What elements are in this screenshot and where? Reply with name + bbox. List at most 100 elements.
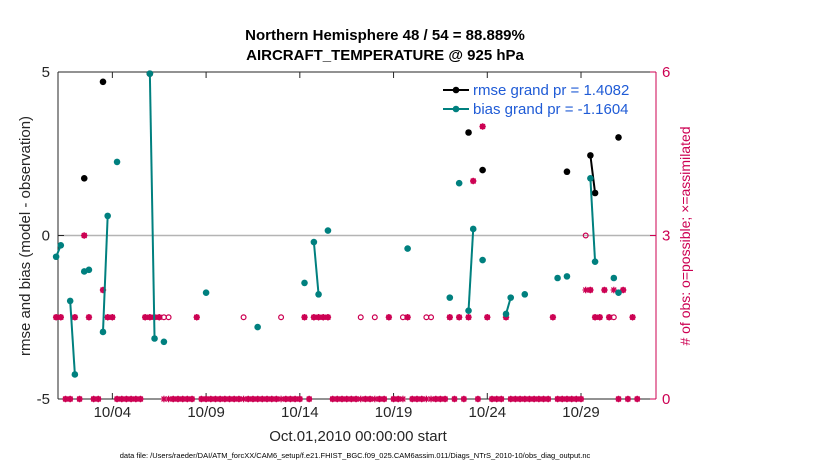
obs-assimilated-marker (291, 395, 299, 403)
rmse-point (465, 129, 472, 136)
rmse-point (479, 166, 486, 174)
obs-assimilated-marker (348, 395, 355, 403)
obs-assimilated-marker (549, 314, 557, 321)
bias-point (57, 242, 65, 249)
obs-assimilated-marker (516, 395, 524, 403)
obs-assimilated-marker (132, 395, 139, 403)
bias-point (587, 174, 594, 182)
legend-bias-label: bias grand pr = -1.1604 (473, 101, 629, 118)
bias-point (591, 258, 599, 265)
bias-point (615, 289, 622, 297)
obs-assimilated-marker (287, 395, 294, 403)
obs-assimilated-marker (465, 314, 472, 321)
bias-line-segment (312, 241, 320, 295)
bias-point (310, 238, 318, 246)
obs-assimilated-marker (174, 395, 182, 403)
bias-line-segment (101, 215, 109, 333)
obs-assimilated-marker (498, 395, 505, 403)
obs-assimilated-marker (493, 395, 500, 403)
bias-point (324, 227, 332, 234)
y2-tick-label: 6 (662, 64, 670, 81)
obs-assimilated-marker (619, 286, 627, 294)
bias-point (113, 158, 121, 166)
bias-point (469, 225, 477, 233)
rmse-point (591, 189, 599, 197)
bias-point (160, 338, 168, 346)
obs-assimilated-marker (179, 395, 186, 403)
obs-assimilated-marker (315, 314, 322, 321)
plot-area: 10/04 10/09 10/14 10/19 10/24 10/29 -5 0 5 0 3 6 rms… (37, 64, 671, 421)
obs-possible-marker (240, 314, 247, 321)
obs-possible-marker (371, 314, 378, 321)
obs-assimilated-marker (610, 286, 618, 294)
obs-assimilated-marker (254, 395, 261, 403)
obs-possible-marker (582, 232, 589, 239)
obs-assimilated-marker (413, 395, 421, 403)
obs-assimilated-marker (568, 395, 575, 403)
obs-assimilated-marker (329, 395, 336, 403)
obs-assimilated-marker (418, 395, 425, 403)
bias-point (521, 291, 529, 298)
obs-assimilated-marker (324, 314, 332, 321)
obs-assimilated-marker (231, 395, 238, 403)
obs-assimilated-marker (615, 395, 622, 403)
obs-assimilated-marker (334, 395, 341, 403)
obs-assimilated-marker (451, 395, 458, 403)
bias-point (455, 179, 463, 187)
y2-axis-label: # of obs: o=possible; ×=assimilated (677, 126, 693, 345)
bias-line-segment (69, 300, 76, 375)
obs-assimilated-marker (437, 395, 444, 403)
obs-assimilated-marker (198, 395, 205, 403)
rmse-point (563, 168, 571, 176)
obs-assimilated-marker (624, 395, 632, 403)
obs-assimilated-marker (587, 286, 594, 294)
rmse-point (587, 152, 594, 159)
x-tick-label: 10/14 (281, 404, 319, 421)
bias-point (479, 256, 486, 264)
rmse-line-segment (589, 155, 597, 194)
obs-assimilated-marker (137, 395, 144, 403)
obs-assimilated-marker (409, 395, 416, 403)
obs-assimilated-marker (156, 314, 163, 321)
obs-assimilated-marker (85, 314, 93, 321)
obs-assimilated-marker (352, 395, 360, 403)
obs-assimilated-marker (245, 395, 252, 403)
obs-assimilated-marker (296, 395, 304, 403)
obs-assimilated-marker (62, 395, 69, 403)
obs-assimilated-marker (460, 395, 468, 403)
bias-point (315, 291, 322, 298)
obs-assimilated-marker (282, 395, 289, 403)
obs-assimilated-marker (507, 395, 514, 403)
obs-assimilated-marker (390, 395, 397, 403)
obs-assimilated-marker (395, 395, 402, 403)
obs-assimilated-marker (563, 395, 571, 403)
bias-point (502, 310, 510, 318)
obs-assimilated-marker (207, 395, 214, 403)
obs-assimilated-marker (76, 395, 83, 403)
obs-assimilated-marker (362, 395, 369, 403)
obs-assimilated-marker (104, 314, 111, 321)
rmse-point (99, 78, 107, 86)
rmse-point (615, 134, 622, 141)
legend-bias-swatch-marker (452, 105, 460, 113)
obs-assimilated-marker (113, 395, 121, 403)
obs-assimilated-marker (530, 395, 538, 403)
bias-line-segment (589, 178, 597, 262)
obs-assimilated-marker (95, 395, 102, 403)
obs-assimilated-marker (259, 395, 266, 403)
y2-tick-label: 3 (662, 228, 670, 245)
obs-assimilated-marker (338, 395, 346, 403)
obs-assimilated-marker (605, 314, 613, 321)
obs-assimilated-marker (165, 395, 172, 403)
obs-assimilated-marker (343, 395, 350, 403)
obs-assimilated-marker (170, 395, 177, 403)
obs-assimilated-marker (371, 395, 379, 403)
obs-assimilated-marker (488, 395, 496, 403)
obs-assimilated-marker (221, 395, 229, 403)
obs-assimilated-marker (99, 286, 107, 294)
bias-point (610, 274, 618, 282)
obs-assimilated-marker (540, 395, 547, 403)
bias-point (146, 70, 154, 77)
obs-assimilated-marker (455, 314, 463, 321)
obs-assimilated-marker (202, 395, 210, 403)
